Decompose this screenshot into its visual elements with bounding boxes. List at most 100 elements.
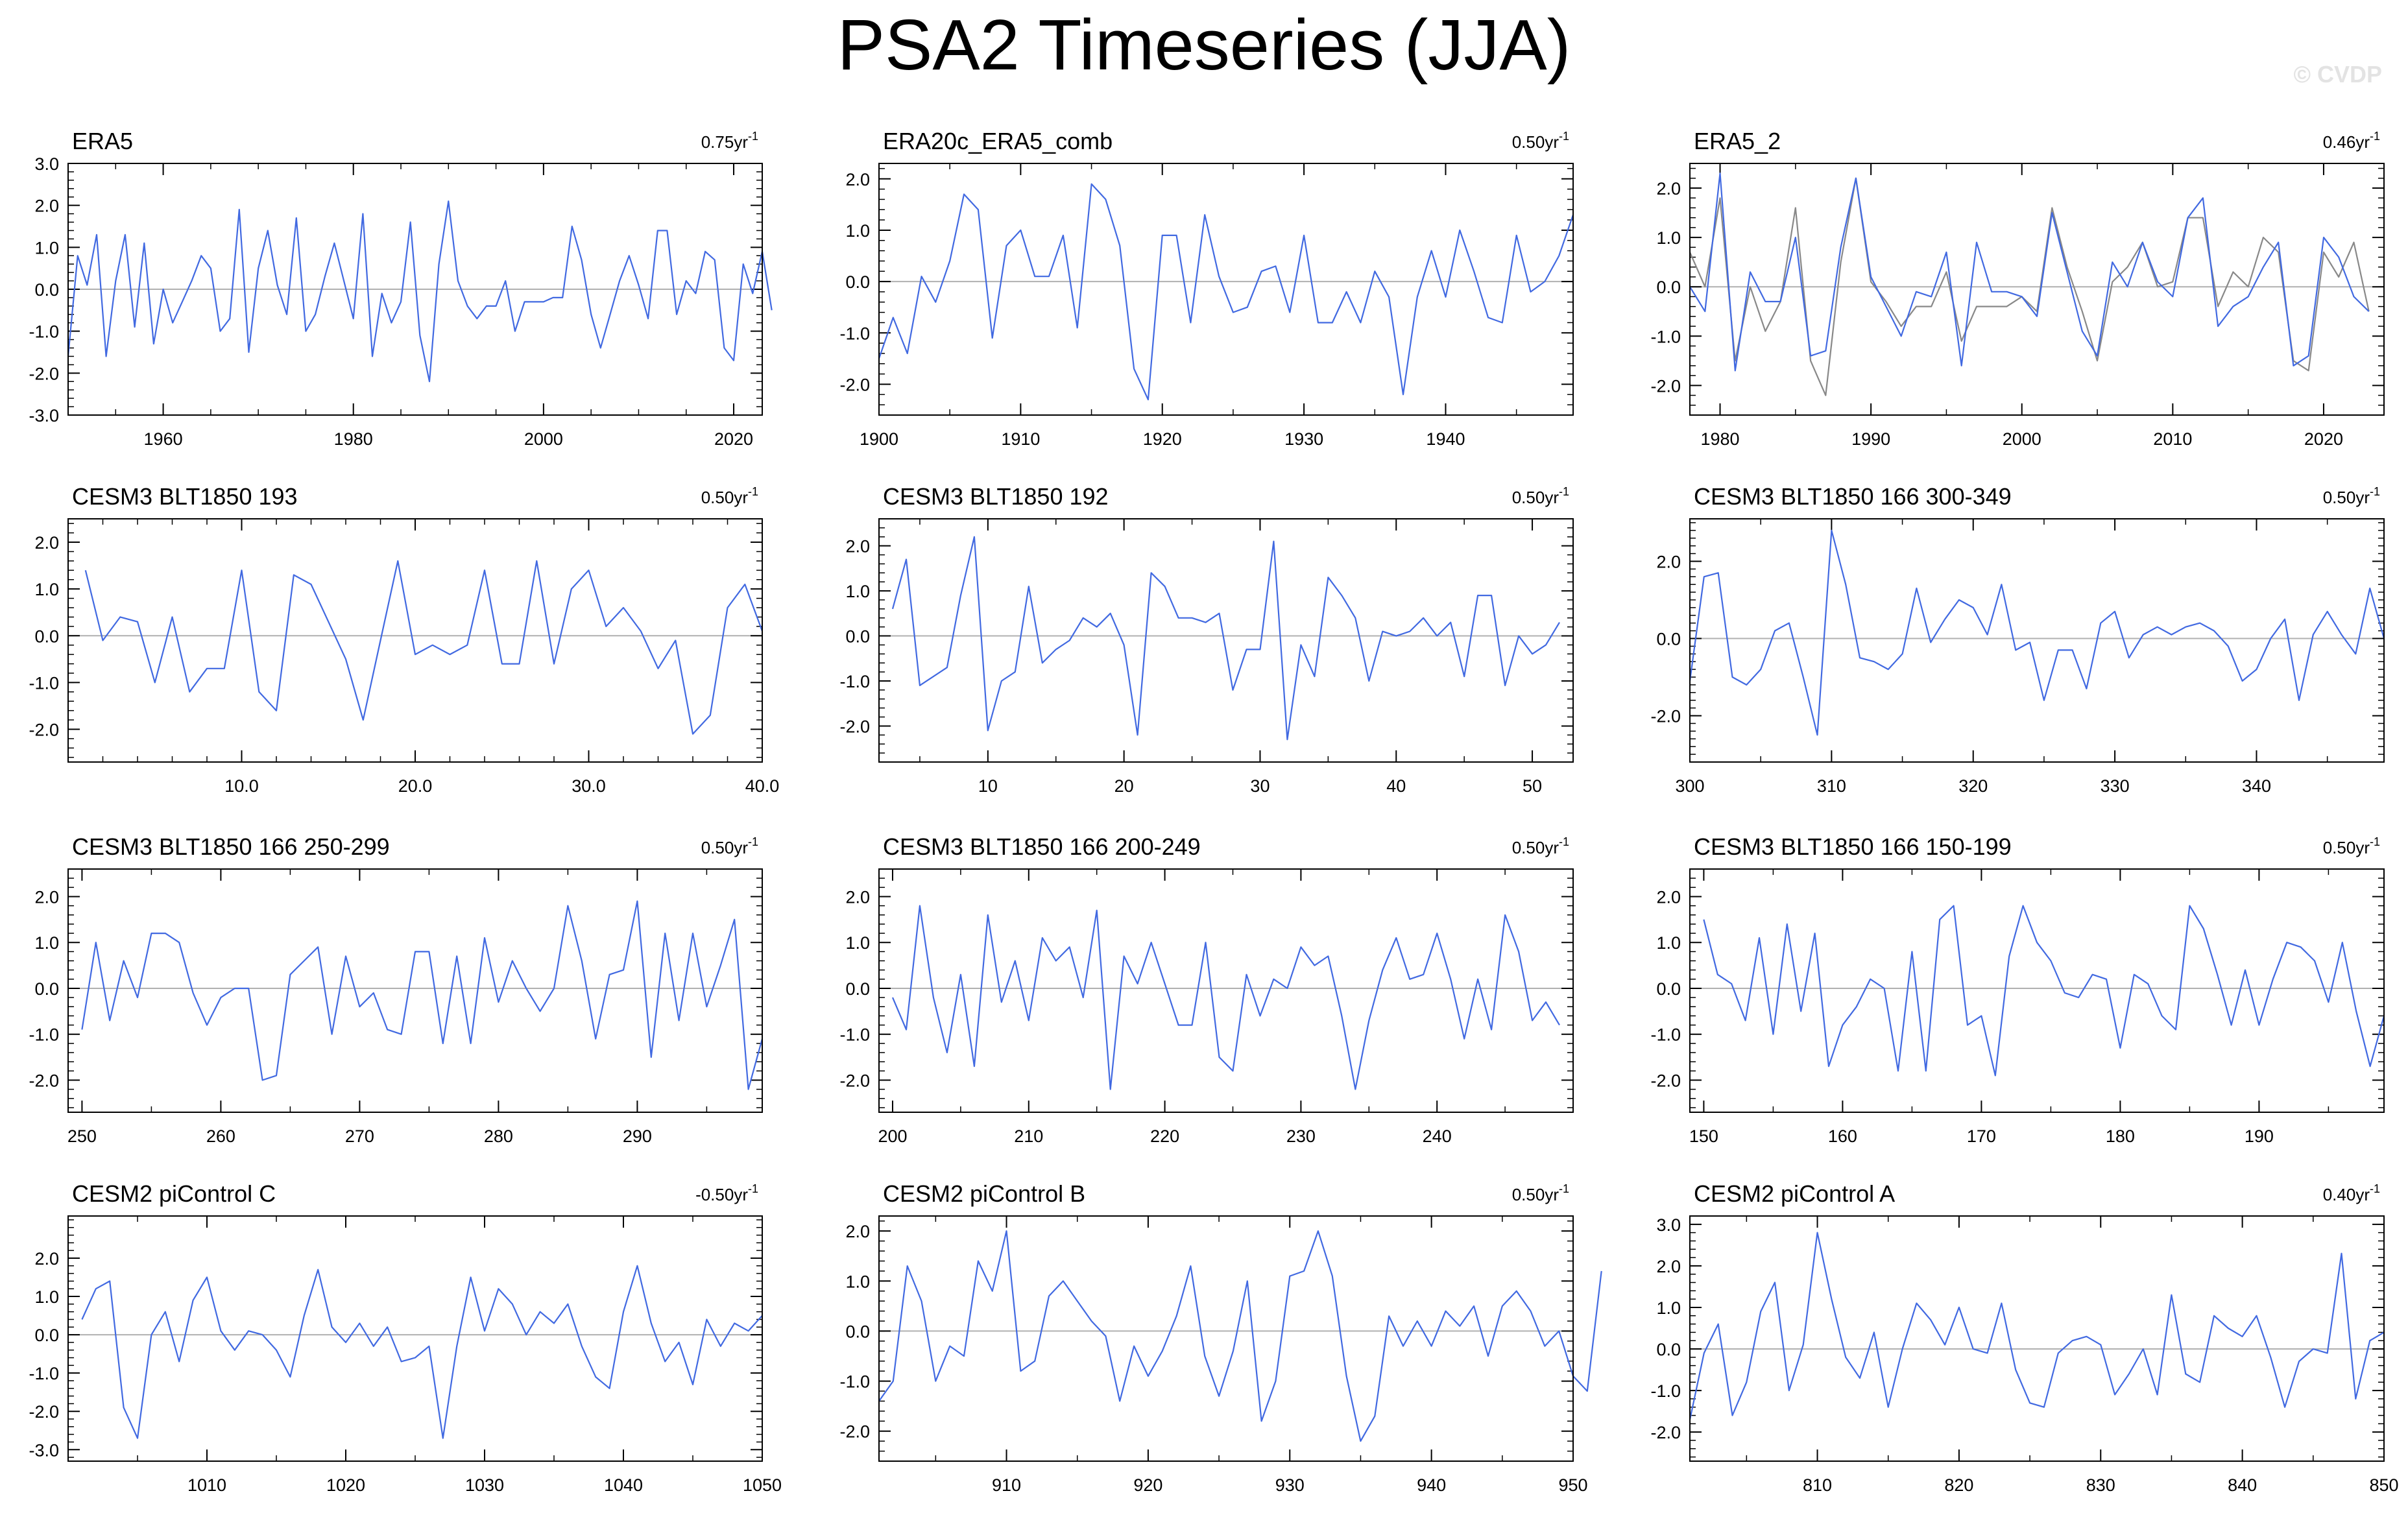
x-tick-label: 200 — [878, 1127, 907, 1146]
trend-label: 0.75yr-1 — [701, 130, 758, 152]
x-tick-label: 1990 — [1851, 429, 1890, 449]
y-tick-label: -1.0 — [29, 673, 59, 693]
plot-frame — [1689, 518, 2385, 763]
y-tick-label: -2.0 — [1650, 376, 1681, 396]
x-tick-label: 40.0 — [745, 776, 780, 796]
panel-title: ERA20c_ERA5_comb — [883, 128, 1113, 154]
y-tick-label: 0.0 — [34, 979, 59, 999]
x-tick-label: 30 — [1250, 776, 1270, 796]
panel-9: CESM3 BLT1850 166 150-199 0.50yr-1 150 160 1… — [1650, 833, 2385, 1146]
x-tick-label: 1960 — [144, 429, 183, 449]
plot-frame — [1689, 1215, 2385, 1462]
plot-frame — [1689, 868, 2385, 1113]
y-tick-label: 1.0 — [1656, 933, 1681, 953]
cvdp-watermark: © CVDP — [2293, 61, 2382, 88]
x-tick-label: 260 — [206, 1127, 235, 1146]
y-tick-label: -2.0 — [29, 721, 59, 740]
x-tick-label: 850 — [2369, 1475, 2398, 1495]
x-tick-label: 220 — [1150, 1127, 1179, 1146]
y-tick-label: 3.0 — [1656, 1215, 1681, 1235]
x-tick-label: 930 — [1275, 1475, 1305, 1495]
trend-exponent: -1 — [2370, 485, 2380, 498]
y-tick-label: 2.0 — [845, 537, 870, 556]
x-tick-label: 2010 — [2153, 429, 2192, 449]
plot-frame — [878, 518, 1574, 763]
x-tick-label: 2000 — [2003, 429, 2041, 449]
trend-exponent: -1 — [748, 1182, 758, 1195]
y-tick-label: -1.0 — [1650, 1025, 1681, 1045]
panel-title: CESM3 BLT1850 192 — [883, 483, 1109, 510]
y-tick-label: -2.0 — [29, 364, 59, 383]
plot-frame — [67, 868, 763, 1113]
panel-4: CESM3 BLT1850 193 0.50yr-1 10.0 20.0 30.0 40.… — [29, 483, 779, 796]
y-tick-label: -2.0 — [1650, 707, 1681, 726]
x-tick-label: 330 — [2101, 776, 2130, 796]
panel-6: CESM3 BLT1850 166 300-349 0.50yr-1 300 310 3… — [1650, 483, 2385, 796]
x-tick-label: 10.0 — [224, 776, 259, 796]
series-line — [878, 1230, 1602, 1442]
trend-exponent: -1 — [2370, 130, 2380, 143]
y-tick-label: 0.0 — [1656, 1340, 1681, 1359]
y-tick-label: 1.0 — [34, 238, 59, 257]
trend-label: -0.50yr-1 — [695, 1182, 758, 1204]
trend-label: 0.50yr-1 — [701, 485, 758, 507]
panel-1: ERA5 0.75yr-1 1960 1980 2000 2020 -3.0 -2.0 -1.0… — [29, 128, 773, 449]
x-tick-label: 2020 — [714, 429, 753, 449]
panel-title: CESM2 piControl A — [1694, 1180, 1895, 1207]
y-tick-label: 1.0 — [1656, 1298, 1681, 1318]
x-tick-label: 320 — [1958, 776, 1988, 796]
x-tick-label: 340 — [2242, 776, 2271, 796]
y-tick-label: 2.0 — [845, 887, 870, 907]
y-tick-label: 0.0 — [34, 1326, 59, 1345]
x-tick-label: 250 — [67, 1127, 97, 1146]
panel-title: ERA5 — [72, 128, 133, 154]
trend-exponent: -1 — [1559, 835, 1569, 848]
plot-frame — [67, 518, 763, 763]
x-tick-label: 2000 — [524, 429, 563, 449]
panel-title: CESM2 piControl B — [883, 1180, 1085, 1207]
panel-12: CESM2 piControl A 0.40yr-1 810 820 830 840 850… — [1650, 1180, 2398, 1495]
y-tick-label: 3.0 — [34, 154, 59, 174]
trend-exponent: -1 — [1559, 485, 1569, 498]
x-tick-label: 300 — [1675, 776, 1704, 796]
trend-label: 0.50yr-1 — [1512, 130, 1569, 152]
y-tick-label: -1.0 — [29, 1025, 59, 1045]
series-line — [1689, 177, 2370, 396]
x-tick-label: 160 — [1828, 1127, 1857, 1146]
trend-label: 0.50yr-1 — [701, 835, 758, 857]
panel-10: CESM2 piControl C -0.50yr-1 1010 1020 1030 10… — [29, 1180, 782, 1495]
panel-2: ERA20c_ERA5_comb 0.50yr-1 1900 1910 1920 1930… — [839, 128, 1574, 449]
y-tick-label: 2.0 — [1656, 887, 1681, 907]
y-tick-label: 0.0 — [845, 627, 870, 647]
x-tick-label: 1980 — [334, 429, 373, 449]
x-tick-label: 940 — [1417, 1475, 1446, 1495]
x-tick-label: 1920 — [1143, 429, 1182, 449]
x-tick-label: 230 — [1286, 1127, 1316, 1146]
y-tick-label: -1.0 — [1650, 1381, 1681, 1401]
trend-label: 0.50yr-1 — [1512, 1182, 1569, 1204]
y-tick-label: 0.0 — [1656, 630, 1681, 649]
y-tick-label: -2.0 — [29, 1402, 59, 1422]
y-tick-label: -1.0 — [839, 1025, 870, 1045]
panel-8: CESM3 BLT1850 166 200-249 0.50yr-1 200 210 2… — [839, 833, 1574, 1146]
series-line — [81, 1265, 763, 1439]
x-tick-label: 210 — [1014, 1127, 1043, 1146]
series-line — [1689, 1232, 2385, 1420]
trend-label: 0.46yr-1 — [2323, 130, 2380, 152]
trend-exponent: -1 — [2370, 835, 2380, 848]
trend-exponent: -1 — [748, 130, 758, 143]
x-tick-label: 150 — [1689, 1127, 1718, 1146]
x-tick-label: 840 — [2228, 1475, 2257, 1495]
trend-exponent: -1 — [748, 835, 758, 848]
trend-label: 0.50yr-1 — [1512, 485, 1569, 507]
y-tick-label: 2.0 — [34, 887, 59, 907]
y-tick-label: 0.0 — [845, 979, 870, 999]
panel-title: CESM3 BLT1850 166 300-349 — [1694, 483, 2012, 510]
panel-title: CESM3 BLT1850 166 250-299 — [72, 833, 390, 860]
x-tick-label: 50 — [1523, 776, 1542, 796]
y-tick-label: 2.0 — [1656, 552, 1681, 571]
series-line — [891, 905, 1560, 1090]
trend-label: 0.50yr-1 — [1512, 835, 1569, 857]
panel-title: CESM3 BLT1850 166 150-199 — [1694, 833, 2012, 860]
